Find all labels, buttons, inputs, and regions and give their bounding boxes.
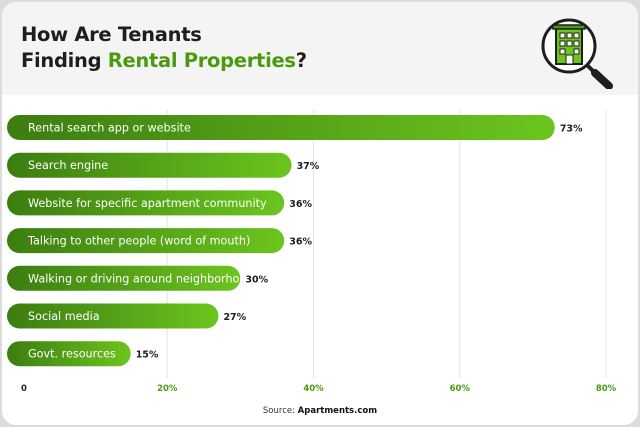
x-tick-label: 40% bbox=[303, 384, 324, 394]
bar bbox=[7, 265, 241, 291]
bar-category-label: Website for specific apartment community bbox=[28, 197, 267, 210]
building-magnifier-icon bbox=[541, 18, 613, 89]
bar bbox=[7, 341, 131, 367]
title-line-2-end: ? bbox=[295, 49, 307, 72]
bar bbox=[7, 303, 219, 329]
bar-category-label: Govt. resources bbox=[28, 348, 116, 361]
bar-row: Rental search app or website 73% bbox=[7, 115, 583, 140]
bar-value-label: 30% bbox=[245, 274, 268, 285]
bar-row: Search engine 37% bbox=[7, 152, 320, 178]
bar-row: Walking or driving around neighborhoods3… bbox=[7, 265, 269, 291]
bar-row: Website for specific apartment community… bbox=[7, 190, 312, 216]
bar-category-label: Rental search app or website bbox=[28, 122, 191, 135]
title-line-2: Finding Rental Properties? bbox=[21, 48, 307, 74]
bar-category-label: Social media bbox=[28, 310, 100, 323]
bar-value-label: 15% bbox=[136, 350, 159, 361]
bar-value-label: 36% bbox=[289, 237, 312, 248]
page-title: How Are Tenants Finding Rental Propertie… bbox=[21, 22, 307, 74]
x-tick-label: 60% bbox=[450, 384, 471, 394]
title-line-2-plain: Finding bbox=[21, 49, 108, 72]
bar-value-label: 73% bbox=[560, 124, 583, 135]
bar-category-label: Walking or driving around neighborhoods bbox=[28, 272, 259, 285]
title-highlight: Rental Properties bbox=[107, 49, 296, 72]
title-line-1: How Are Tenants bbox=[21, 23, 202, 46]
bar bbox=[7, 115, 555, 140]
bar-category-label: Talking to other people (word of mouth) bbox=[27, 235, 250, 248]
bar-row: Social media 27% bbox=[7, 303, 247, 329]
x-tick-label: 80% bbox=[596, 384, 617, 394]
source-prefix: Source: bbox=[262, 406, 298, 416]
bar-row: Talking to other people (word of mouth) 3… bbox=[7, 228, 312, 254]
bar bbox=[7, 152, 292, 178]
bar-value-label: 27% bbox=[223, 312, 246, 323]
bar-category-label: Search engine bbox=[28, 159, 108, 172]
bar-row: Govt. resources 15% bbox=[7, 341, 159, 367]
x-tick-label: 0 bbox=[21, 384, 27, 394]
bar-value-label: 37% bbox=[297, 161, 320, 172]
bar bbox=[7, 228, 285, 254]
source-name: Apartments.com bbox=[297, 406, 378, 416]
bar bbox=[7, 190, 285, 216]
x-tick-label: 20% bbox=[157, 384, 178, 394]
source-note: Source: Apartments.com bbox=[2, 406, 638, 416]
header: How Are Tenants Finding Rental Propertie… bbox=[2, 2, 638, 95]
bar-value-label: 36% bbox=[289, 199, 312, 210]
